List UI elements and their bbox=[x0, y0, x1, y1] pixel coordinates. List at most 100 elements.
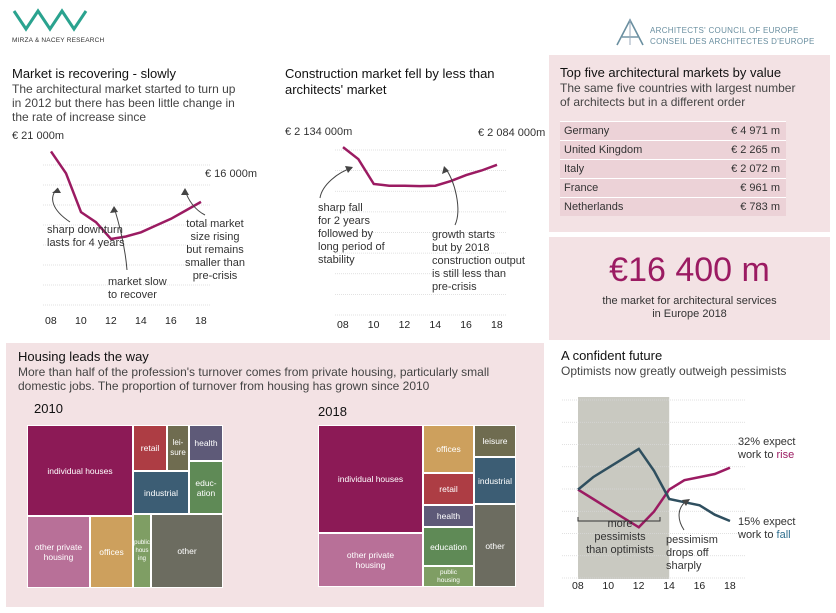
ace-logo-line2: CONSEIL DES ARCHITECTES D'EUROPE bbox=[650, 37, 815, 46]
x-tick-label: 18 bbox=[724, 580, 736, 592]
p1-sub-line: in 2012 but there has been little change… bbox=[12, 96, 235, 110]
p6-bracket bbox=[577, 517, 661, 522]
tm18-industrial: industrial bbox=[474, 457, 516, 504]
p6-optimist-label: 32% expect bbox=[738, 436, 796, 448]
tm10-offices: offices bbox=[90, 516, 133, 588]
x-tick-label: 14 bbox=[663, 580, 675, 592]
p1-sub-line: The architectural market started to turn… bbox=[12, 82, 236, 96]
p6-fall-line bbox=[577, 447, 731, 523]
x-tick-label: 16 bbox=[460, 319, 472, 331]
p3-title: Top five architectural markets by value bbox=[560, 65, 782, 80]
x-tick-label: 10 bbox=[602, 580, 615, 592]
x-tick-label: 08 bbox=[337, 319, 349, 331]
p2-start-label: € 2 134 000m bbox=[285, 126, 353, 138]
tm10-education: educ-ation bbox=[189, 461, 223, 514]
p1-arrow-2-head bbox=[110, 206, 118, 213]
x-tick-label: 14 bbox=[135, 315, 147, 327]
x-tick-label: 18 bbox=[491, 319, 503, 331]
p1-title: Market is recovering - slowly bbox=[12, 66, 176, 81]
tm10-leisure: lei-sure bbox=[167, 425, 189, 471]
tm10-public-housing: public hous ing bbox=[133, 514, 151, 588]
p2-construction-line bbox=[342, 146, 498, 188]
p6-optimist-label: work to bbox=[738, 449, 777, 461]
table-row: Netherlands € 783 m bbox=[560, 197, 786, 216]
x-tick-label: 10 bbox=[367, 319, 380, 331]
p1-end-label: € 16 000m bbox=[205, 168, 257, 180]
p4-big-value: €16 400 m bbox=[609, 251, 770, 289]
p2-end-label: € 2 084 000m bbox=[478, 127, 546, 139]
tm18-offices: offices bbox=[423, 425, 474, 473]
tm18-other-private-housing: other private housing bbox=[318, 533, 423, 587]
table-value: € 783 m bbox=[740, 201, 780, 213]
p2-anno-1: followed by bbox=[318, 228, 374, 240]
table-value: € 961 m bbox=[740, 182, 780, 194]
x-tick-label: 12 bbox=[632, 580, 645, 592]
p6-anno-2: pessimism bbox=[666, 534, 718, 546]
table-value: € 2 072 m bbox=[731, 163, 780, 175]
tm10-other-private-housing: other private housing bbox=[27, 516, 90, 588]
p6-sub: Optimists now greatly outweigh pessimist… bbox=[561, 364, 787, 378]
tm18-public-housing: public housing bbox=[423, 566, 474, 587]
p6-title: A confident future bbox=[561, 348, 663, 363]
p3-sub-line: of architects but in a different order bbox=[560, 95, 746, 109]
x-tick-label: 14 bbox=[429, 319, 442, 331]
table-country: Germany bbox=[564, 125, 610, 137]
p2-anno-1: stability bbox=[318, 254, 355, 266]
treemap-2010-label: 2010 bbox=[34, 401, 63, 416]
tm18-individual-houses: individual houses bbox=[318, 425, 423, 533]
p6-pessimist-label: 15% expect bbox=[738, 516, 796, 528]
ace-logo-mark bbox=[616, 18, 644, 46]
x-tick-label: 08 bbox=[45, 315, 57, 327]
p6-rise-line bbox=[577, 466, 731, 529]
p1-arrow-1-head bbox=[52, 188, 61, 193]
p6-pessimist-label: work to bbox=[738, 529, 777, 541]
ace-logo-line1: ARCHITECTS' COUNCIL OF EUROPE bbox=[650, 26, 799, 35]
p6-anno-2: drops off bbox=[666, 547, 709, 559]
p5-title: Housing leads the way bbox=[18, 349, 149, 364]
tm10-industrial: industrial bbox=[133, 471, 189, 514]
p2-anno-1: sharp fall bbox=[318, 202, 363, 214]
p2-anno-2: but by 2018 bbox=[432, 242, 490, 254]
x-tick-label: 12 bbox=[105, 315, 117, 327]
p1-sub-line: the rate of increase since bbox=[12, 110, 147, 124]
mn-logo-mark bbox=[12, 8, 88, 32]
p3-sub-line: The same five countries with largest num… bbox=[560, 81, 796, 95]
tm10-individual-houses: individual houses bbox=[27, 425, 133, 516]
table-country: United Kingdom bbox=[564, 144, 643, 156]
p2-anno-1: long period of bbox=[318, 241, 385, 253]
p4-caption: the market for architectural services bbox=[602, 295, 777, 307]
table-country: Italy bbox=[564, 163, 585, 175]
p2-anno-1: for 2 years bbox=[318, 215, 370, 227]
p1-anno-1: lasts for 4 years bbox=[47, 237, 125, 249]
p2-anno-2: is still less than bbox=[432, 268, 506, 280]
x-tick-label: 12 bbox=[398, 319, 411, 331]
p2-arrow-2-head bbox=[442, 166, 449, 174]
x-tick-label: 16 bbox=[165, 315, 177, 327]
p6-anno-2: sharply bbox=[666, 560, 702, 572]
mn-logo-text: MIRZA & NACEY RESEARCH bbox=[12, 37, 105, 44]
table-row: Italy € 2 072 m bbox=[560, 159, 786, 178]
p1-anno-1: sharp downturn bbox=[47, 224, 123, 236]
treemap-2018-label: 2018 bbox=[318, 404, 347, 419]
tm18-retail: retail bbox=[423, 473, 474, 505]
p2-anno-2: construction output bbox=[432, 255, 525, 267]
table-country: France bbox=[564, 182, 599, 194]
p1-start-label: € 21 000m bbox=[12, 130, 64, 142]
p4-panel bbox=[549, 237, 830, 340]
tm10-health: health bbox=[189, 425, 223, 461]
p6-fall-word: fall bbox=[776, 529, 791, 541]
p2-arrow-1-head bbox=[345, 166, 353, 173]
table-country: Netherlands bbox=[564, 201, 624, 213]
tm18-education: education bbox=[423, 527, 474, 566]
tm18-leisure: leisure bbox=[474, 425, 516, 457]
p1-arrow-3-head bbox=[181, 188, 189, 195]
table-row: United Kingdom € 2 265 m bbox=[560, 140, 786, 159]
x-tick-label: 08 bbox=[572, 580, 584, 592]
p6-rise-word: rise bbox=[776, 449, 795, 461]
p1-market-line bbox=[49, 150, 202, 241]
p6-anno-1: pessimists bbox=[594, 531, 646, 543]
p6-arrow-head bbox=[682, 499, 690, 506]
